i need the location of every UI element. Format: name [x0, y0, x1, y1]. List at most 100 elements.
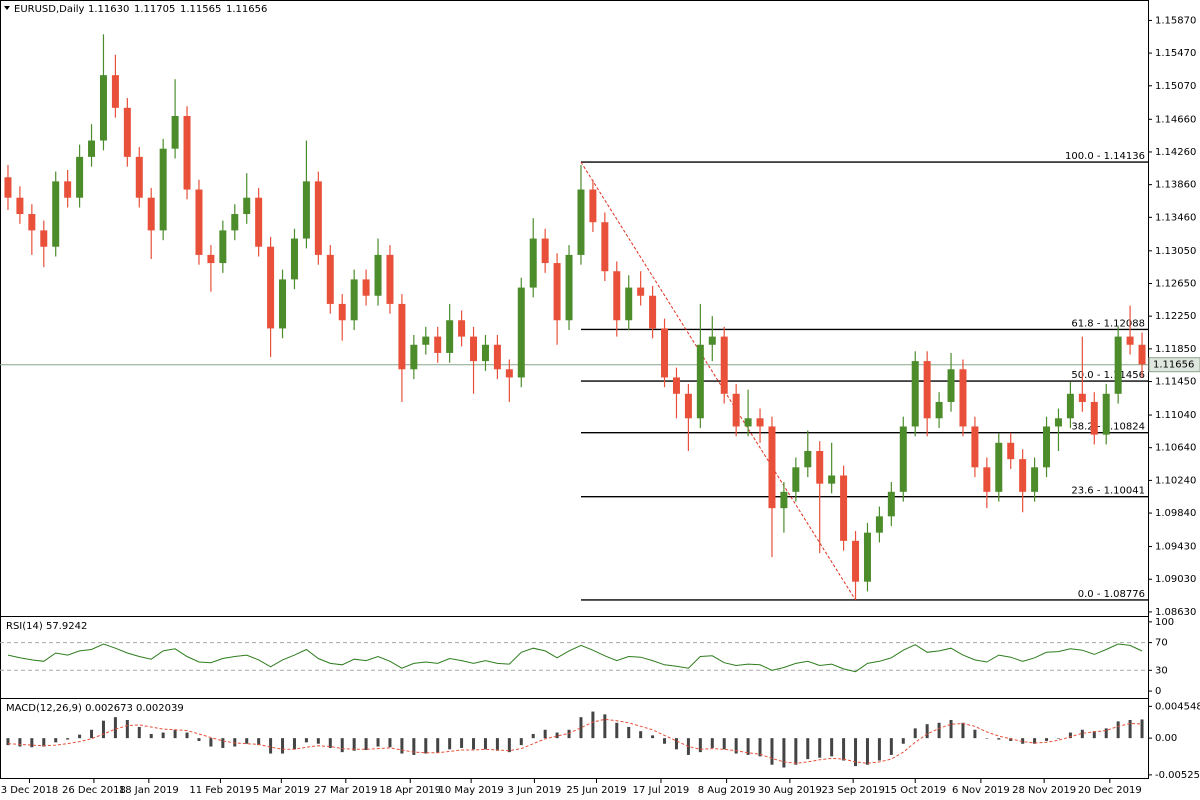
candle-body: [1066, 393, 1074, 419]
macd-bar: [137, 726, 141, 739]
macd-bar: [746, 738, 750, 755]
y-tick-label: 1.12650: [1155, 278, 1196, 289]
macd-bar: [376, 738, 380, 747]
candle-body: [828, 475, 836, 484]
macd-bar: [806, 738, 810, 760]
macd-bar: [854, 738, 858, 767]
candle-body: [350, 279, 358, 321]
macd-bar: [627, 726, 631, 739]
macd-bar: [1080, 729, 1084, 739]
macd-bar: [388, 738, 392, 748]
macd-bar: [221, 738, 225, 748]
x-tick-label: 11 Feb 2019: [189, 785, 251, 796]
macd-bar: [555, 732, 559, 739]
candle-body: [135, 156, 143, 198]
y-tick-label: 1.09030: [1155, 574, 1196, 585]
macd-bar: [913, 728, 917, 739]
macd-bar: [710, 738, 714, 748]
y-tick-label: 1.15470: [1155, 48, 1196, 59]
macd-bar: [591, 711, 595, 739]
x-tick-label: 30 Aug 2019: [758, 785, 822, 796]
macd-bar: [30, 738, 34, 748]
collapse-arrow[interactable]: [4, 6, 10, 10]
macd-bar: [925, 724, 929, 739]
candle-body: [398, 303, 406, 370]
macd-bar: [543, 729, 547, 739]
y-tick-label: 1.11850: [1155, 344, 1196, 355]
candle-body: [589, 189, 597, 223]
macd-bar: [734, 738, 738, 754]
x-tick-label: 6 Nov 2019: [952, 785, 1010, 796]
candle-body: [517, 287, 525, 378]
macd-bar: [340, 738, 344, 753]
x-tick-label: 8 Aug 2019: [698, 785, 756, 796]
macd-bar: [1116, 721, 1120, 739]
fib-label: 50.0 - 1.11456: [1071, 370, 1145, 381]
macd-bar: [698, 738, 702, 753]
y-tick-label: 1.14660: [1155, 114, 1196, 125]
y-tick-label: 1.12250: [1155, 311, 1196, 322]
candle-body: [1007, 442, 1015, 460]
macd-bar: [1033, 738, 1037, 744]
macd-bar: [281, 738, 285, 754]
candle-body: [529, 238, 537, 288]
macd-bar: [161, 732, 165, 739]
macd-bar: [125, 719, 129, 739]
candle-body: [720, 336, 728, 394]
macd-bar: [961, 722, 965, 739]
macd-bar: [519, 738, 523, 746]
y-tick-label: 1.11040: [1155, 410, 1196, 421]
candle-body: [959, 369, 967, 427]
y-tick-label: 0.00: [1155, 733, 1177, 744]
y-tick-label: 1.14260: [1155, 147, 1196, 158]
candle-body: [1019, 459, 1027, 492]
y-tick-label: 1.10640: [1155, 443, 1196, 454]
rsi-line: [7, 643, 1143, 673]
fib-label: 61.8 - 1.12088: [1071, 318, 1145, 329]
macd-bar: [937, 722, 941, 739]
candle-body: [76, 156, 84, 198]
y-tick-label: 0: [1155, 686, 1161, 697]
macd-bar: [42, 738, 46, 747]
x-tick-label: 18 Apr 2019: [379, 785, 441, 796]
macd-bar: [1140, 719, 1144, 739]
macd-bar: [782, 738, 786, 768]
macd-bar: [1068, 732, 1072, 739]
candle-body: [637, 287, 645, 296]
candle-body: [649, 295, 657, 329]
x-tick-label: 25 Jun 2019: [566, 785, 626, 796]
candle-body: [326, 254, 334, 304]
macd-bar: [54, 738, 58, 743]
macd-bar: [567, 729, 571, 739]
quote-close: 1.11656: [226, 4, 267, 15]
macd-bar: [1021, 738, 1025, 744]
macd-bar: [483, 738, 487, 750]
rsi-title: RSI(14) 57.9242: [6, 621, 87, 632]
candle-body: [565, 254, 573, 321]
candle-body: [947, 369, 955, 402]
macd-bar: [1104, 728, 1108, 739]
macd-bar: [257, 738, 261, 746]
macd-bar: [1128, 719, 1132, 739]
macd-bar: [507, 738, 511, 753]
candle-body: [553, 263, 561, 321]
candle-body: [1138, 344, 1146, 365]
macd-bar: [292, 738, 296, 750]
macd-bar: [770, 738, 774, 765]
last-price-box: [1148, 357, 1200, 373]
macd-bar: [412, 738, 416, 755]
y-tick-label: 1.13860: [1155, 180, 1196, 191]
macd-bar: [245, 738, 249, 744]
candle-body: [195, 189, 203, 255]
candle-body: [923, 361, 931, 419]
candle-body: [1031, 467, 1039, 492]
candle-body: [219, 230, 227, 264]
macd-bar: [149, 733, 153, 739]
candle-body: [684, 393, 692, 419]
candle-body: [183, 116, 191, 190]
macd-bar: [663, 738, 667, 744]
candle-body: [40, 230, 48, 247]
candle-body: [625, 287, 633, 321]
macd-bar: [973, 729, 977, 739]
macd-bar: [949, 719, 953, 739]
